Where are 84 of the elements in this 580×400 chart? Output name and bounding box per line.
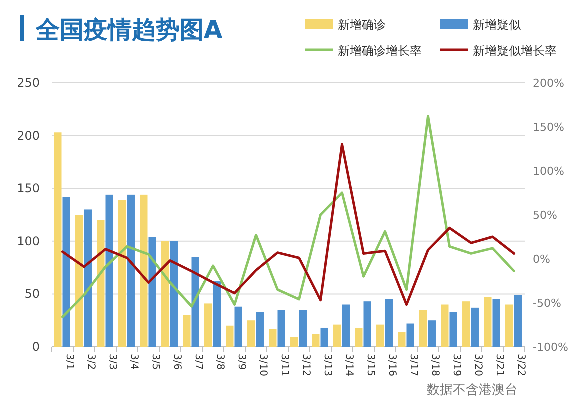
- bar: [450, 312, 458, 347]
- x-tick-label: 3/18: [429, 354, 440, 376]
- x-tick-label: 3/17: [408, 354, 419, 376]
- bar: [506, 304, 514, 347]
- bar: [278, 310, 286, 347]
- bar: [54, 132, 62, 347]
- y2-tick-label: -50%: [533, 297, 562, 310]
- bar: [385, 299, 393, 347]
- bar: [471, 308, 479, 347]
- x-tick-label: 3/2: [85, 354, 96, 370]
- bar: [148, 237, 156, 347]
- bar: [248, 320, 256, 347]
- x-tick-label: 3/1: [64, 354, 75, 370]
- chart-title: 全国疫情趋势图A: [35, 16, 223, 44]
- bar: [398, 332, 406, 347]
- bar: [342, 304, 350, 347]
- y-tick-label: 100: [17, 234, 40, 248]
- y2-tick-label: 100%: [533, 165, 564, 178]
- y-tick-label: 200: [17, 128, 40, 143]
- bar: [106, 194, 114, 347]
- bar: [299, 310, 307, 347]
- x-tick-label: 3/6: [171, 354, 182, 370]
- x-tick-label: 3/15: [364, 354, 376, 376]
- bar: [514, 295, 522, 347]
- x-tick-label: 3/19: [450, 354, 462, 376]
- x-tick-label: 3/8: [214, 354, 226, 370]
- y2-tick-label: 0%: [533, 253, 550, 266]
- bar: [256, 312, 264, 347]
- legend-label: 新增确诊: [338, 18, 386, 32]
- bar: [312, 334, 320, 347]
- x-tick-label: 3/20: [472, 354, 484, 376]
- x-tick-label: 3/13: [322, 354, 333, 376]
- bar: [376, 324, 384, 347]
- bar: [162, 241, 170, 347]
- y2-tick-label: -100%: [533, 341, 568, 354]
- x-tick-label: 3/10: [257, 354, 268, 376]
- x-tick-label: 3/3: [106, 354, 118, 370]
- x-tick-label: 3/11: [278, 354, 290, 376]
- bar: [269, 329, 277, 347]
- bar: [441, 304, 449, 347]
- bar: [492, 299, 500, 347]
- bar: [484, 297, 492, 347]
- y-tick-label: 150: [17, 182, 40, 196]
- legend-label: 新增疑似: [473, 18, 521, 32]
- y2-tick-label: 200%: [533, 77, 564, 90]
- bar: [234, 306, 242, 347]
- x-tick-label: 3/7: [192, 354, 204, 370]
- bar: [118, 200, 126, 347]
- x-tick-label: 3/12: [300, 354, 312, 376]
- x-tick-label: 3/21: [494, 354, 505, 376]
- x-tick-label: 3/16: [386, 354, 398, 376]
- x-tick-label: 3/22: [515, 354, 526, 376]
- legend-label: 新增疑似增长率: [473, 44, 557, 58]
- x-tick-label: 3/4: [128, 354, 140, 370]
- y-tick-label: 50: [24, 287, 40, 302]
- x-tick-label: 3/5: [150, 354, 161, 370]
- x-tick-label: 3/9: [236, 354, 247, 370]
- y-tick-label: 0: [32, 340, 40, 354]
- bar: [355, 328, 363, 347]
- text: 数据不含港澳台: [427, 383, 518, 398]
- bar: [462, 302, 470, 347]
- bar: [226, 326, 234, 347]
- bar: [170, 241, 178, 347]
- bar: [420, 310, 428, 347]
- bar: [406, 324, 414, 347]
- bar: [140, 194, 148, 347]
- bar: [62, 197, 70, 347]
- y2-tick-label: 150%: [533, 121, 564, 134]
- bar: [213, 282, 221, 347]
- bar: [97, 220, 105, 347]
- bar: [364, 302, 372, 347]
- bar: [290, 337, 298, 347]
- bar: [127, 194, 135, 347]
- bar: [76, 215, 84, 347]
- bar: [334, 324, 342, 347]
- bar: [428, 320, 436, 347]
- y2-tick-label: 50%: [533, 209, 558, 222]
- bar: [183, 315, 191, 347]
- x-tick-label: 3/14: [343, 354, 354, 376]
- legend-label: 新增确诊增长率: [338, 44, 422, 58]
- bar: [84, 210, 92, 347]
- bar: [204, 304, 212, 347]
- y-tick-label: 250: [17, 76, 40, 90]
- bar: [320, 328, 328, 347]
